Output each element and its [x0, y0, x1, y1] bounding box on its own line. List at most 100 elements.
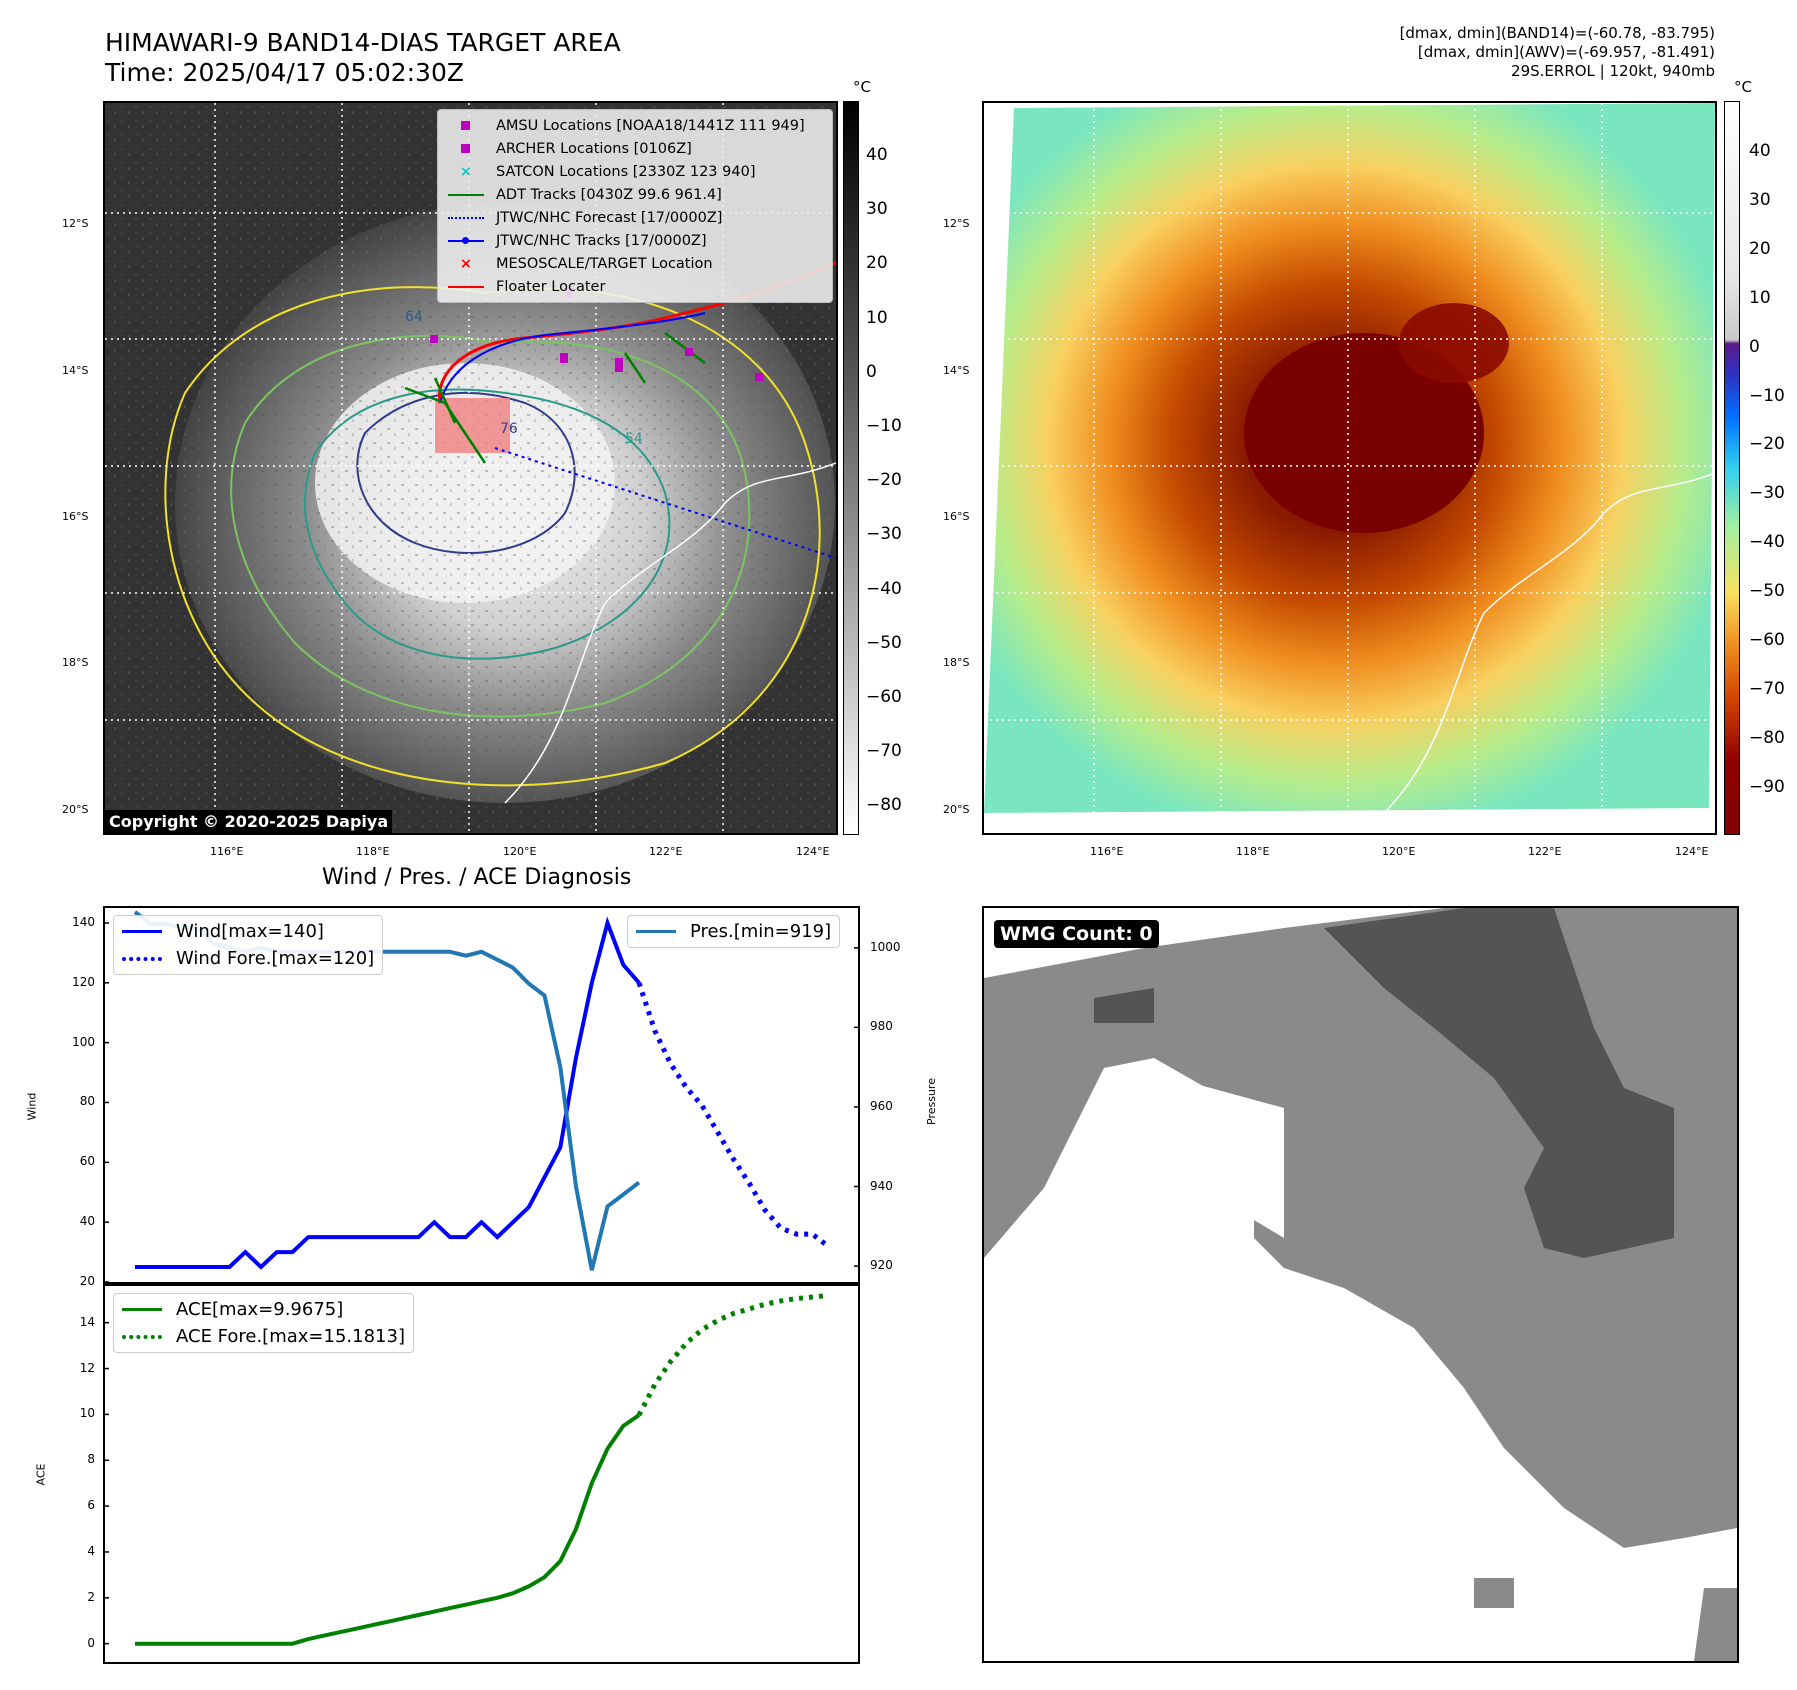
- legend-ace-fore: ACE Fore.[max=15.1813]: [122, 1323, 405, 1350]
- lon-label: 116°E: [210, 845, 244, 858]
- contour-label-64: 64: [405, 309, 423, 325]
- ytick-label: 0: [87, 1635, 95, 1650]
- contour-mid: [230, 334, 751, 718]
- series-line-0: [135, 1413, 641, 1646]
- lon-label: 116°E: [1090, 845, 1124, 858]
- info-block: [dmax, dmin](BAND14)=(-60.78, -83.795) […: [1400, 24, 1715, 81]
- wmg-svg: [984, 908, 1737, 1661]
- ytick-label: 80: [79, 1094, 95, 1109]
- awv-map-panel: [982, 101, 1717, 835]
- ytick-label: 60: [79, 1154, 95, 1169]
- ytick-label: 100: [72, 1034, 95, 1049]
- legend-adt: ADT Tracks [0430Z 99.6 961.4]: [446, 183, 824, 206]
- chart-time: Time: 2025/04/17 05:02:30Z: [105, 58, 464, 87]
- ytick-label: 20: [79, 1274, 95, 1288]
- ytick-label: 4: [87, 1543, 95, 1558]
- colorbar-tick: −70: [1749, 678, 1785, 699]
- legend-amsu: AMSU Locations [NOAA18/1441Z 111 949]: [446, 114, 824, 137]
- plot-frame: [103, 906, 860, 1284]
- lat-label: 12°S: [943, 217, 970, 230]
- contour-label-76: 76: [500, 421, 518, 437]
- left-colorbar-unit: °C: [853, 78, 871, 96]
- right-colorbar: [1724, 101, 1740, 835]
- lat-label: 16°S: [943, 510, 970, 523]
- left-colorbar: [843, 101, 859, 835]
- map-legend: AMSU Locations [NOAA18/1441Z 111 949] AR…: [437, 109, 833, 303]
- chart-title: HIMAWARI-9 BAND14-DIAS TARGET AREA: [105, 28, 621, 57]
- coastline: [504, 462, 836, 804]
- colorbar-tick: −80: [1749, 727, 1785, 748]
- series-line-0: [135, 916, 641, 1270]
- colorbar-tick: 10: [866, 307, 888, 328]
- colorbar-tick: −40: [1749, 532, 1785, 553]
- wind-legend: Wind[max=140] Wind Fore.[max=120]: [113, 915, 384, 975]
- lat-label: 20°S: [943, 803, 970, 816]
- info-band14: [dmax, dmin](BAND14)=(-60.78, -83.795): [1399, 24, 1715, 42]
- wmg-count-badge: WMG Count: 0: [994, 920, 1159, 948]
- lon-label: 122°E: [1528, 845, 1562, 858]
- colorbar-tick: −60: [866, 687, 902, 707]
- colorbar-tick: −40: [866, 578, 902, 599]
- colorbar-tick: −10: [866, 416, 902, 436]
- legend-ace: ACE[max=9.9675]: [122, 1296, 405, 1323]
- ytick-label: 2: [87, 1589, 95, 1604]
- ytick-label-right: 940: [870, 1178, 893, 1193]
- legend-archer: ARCHER Locations [0106Z]: [446, 137, 824, 160]
- ytick-label: 140: [72, 914, 95, 929]
- legend-floater: Floater Locater: [446, 275, 824, 298]
- colorbar-tick: −30: [866, 524, 902, 545]
- info-storm: 29S.ERROL | 120kt, 940mb: [1511, 62, 1715, 80]
- ace-plot: [103, 1284, 860, 1664]
- colorbar-tick: −30: [1749, 483, 1785, 504]
- colorbar-tick: 0: [1749, 336, 1760, 357]
- ytick-label: 14: [79, 1314, 95, 1329]
- ytick-label: 10: [79, 1406, 95, 1421]
- colorbar-tick: −20: [1749, 434, 1785, 455]
- lon-label: 122°E: [649, 845, 683, 858]
- awv-core: [1244, 333, 1484, 533]
- wind-axis-label: Wind: [25, 1092, 39, 1121]
- pressure-legend: Pres.[min=919]: [627, 915, 841, 948]
- legend-target: × MESOSCALE/TARGET Location: [459, 255, 713, 272]
- contour-label-54: 54: [625, 431, 643, 447]
- series-line-1: [636, 1293, 829, 1417]
- lon-label: 118°E: [356, 845, 390, 858]
- lat-label: 12°S: [62, 217, 89, 230]
- ytick-label-right: 1000: [870, 939, 901, 954]
- ytick-label-right: 920: [870, 1258, 893, 1273]
- contour-inner: [304, 388, 671, 660]
- adt-tracks: [404, 332, 706, 464]
- jtwc-track: [439, 312, 706, 404]
- colorbar-tick: −50: [866, 632, 902, 653]
- ytick-label: 12: [79, 1360, 95, 1375]
- colorbar-tick: 10: [1749, 287, 1771, 308]
- ytick-label: 6: [87, 1498, 95, 1513]
- lon-label: 124°E: [1675, 845, 1709, 858]
- contour-core: [356, 392, 576, 554]
- colorbar-tick: −70: [866, 741, 902, 762]
- info-awv: [dmax, dmin](AWV)=(-69.957, -81.491): [1417, 43, 1715, 61]
- ytick-label: 8: [87, 1452, 95, 1467]
- ir-map-panel: 64 76 54 AMSU Locations [NOAA18/1441Z 11…: [103, 101, 838, 835]
- legend-jtwc-forecast: JTWC/NHC Forecast [17/0000Z]: [446, 206, 824, 229]
- lat-label: 14°S: [62, 364, 89, 377]
- lon-label: 120°E: [503, 845, 537, 858]
- lat-label: 20°S: [62, 803, 89, 816]
- colorbar-tick: −20: [866, 470, 902, 491]
- colorbar-tick: 20: [1749, 238, 1771, 259]
- colorbar-tick: 30: [866, 199, 888, 220]
- series-line-1: [636, 982, 830, 1249]
- ytick-label-right: 960: [870, 1098, 893, 1113]
- lat-label: 14°S: [943, 364, 970, 377]
- colorbar-tick: 40: [1749, 141, 1771, 161]
- pressure-axis-label: Pressure: [924, 1078, 938, 1125]
- lon-label: 124°E: [796, 845, 830, 858]
- diagnosis-title: Wind / Pres. / ACE Diagnosis: [322, 865, 632, 890]
- ace-legend: ACE[max=9.9675] ACE Fore.[max=15.1813]: [113, 1293, 414, 1353]
- ace-axis-label: ACE: [34, 1463, 48, 1486]
- legend-wind: Wind[max=140]: [122, 918, 374, 945]
- awv-coastline: [1383, 472, 1715, 814]
- copyright: Copyright © 2020-2025 Dapiya: [105, 810, 393, 833]
- right-colorbar-unit: °C: [1734, 78, 1752, 96]
- colorbar-tick: −80: [866, 795, 902, 816]
